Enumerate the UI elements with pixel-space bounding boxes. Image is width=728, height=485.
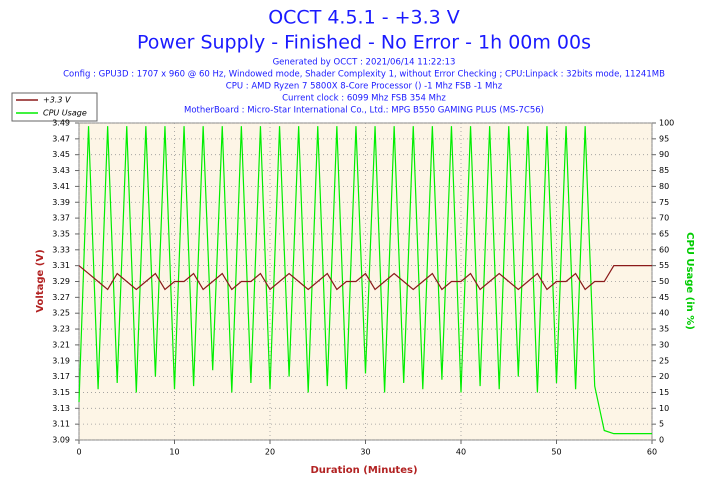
y-tick-label: 3.09 (52, 436, 70, 445)
y-tick-label: 3.13 (52, 404, 70, 413)
y-tick-label: 3.39 (52, 198, 70, 207)
y-tick-label: 3.33 (52, 245, 70, 254)
y2-tick-label: 0 (659, 436, 664, 445)
y-tick-label: 3.21 (52, 340, 70, 349)
info-line: CPU : AMD Ryzen 7 5800X 8-Core Processor… (226, 82, 503, 92)
x-axis-label: Duration (Minutes) (310, 465, 417, 476)
x-tick-label: 40 (456, 448, 466, 457)
y2-tick-label: 75 (659, 198, 669, 207)
y2-tick-label: 80 (659, 182, 669, 191)
legend-label: +3.3 V (43, 96, 71, 105)
info-line: Config : GPU3D : 1707 x 960 @ 60 Hz, Win… (63, 70, 665, 80)
y2-tick-label: 60 (659, 245, 669, 254)
legend-label: CPU Usage (43, 109, 87, 118)
y2-tick-label: 20 (659, 372, 669, 381)
info-line: Generated by OCCT : 2021/06/14 11:22:13 (273, 58, 456, 68)
y-tick-label: 3.35 (52, 229, 70, 238)
y2-tick-label: 5 (659, 420, 664, 429)
y2-tick-label: 10 (659, 404, 669, 413)
y2-tick-label: 30 (659, 340, 669, 349)
y2-tick-label: 35 (659, 325, 669, 334)
y2-tick-label: 85 (659, 166, 669, 175)
y-tick-label: 3.29 (52, 277, 70, 286)
y-tick-label: 3.17 (52, 372, 70, 381)
chart-title: OCCT 4.5.1 - +3.3 V (268, 7, 460, 29)
y2-tick-label: 50 (659, 277, 669, 286)
y2-tick-label: 25 (659, 356, 669, 365)
x-tick-label: 20 (265, 448, 275, 457)
x-tick-label: 10 (169, 448, 179, 457)
series-line (78, 265, 652, 291)
x-tick-label: 0 (76, 448, 81, 457)
y2-tick-label: 95 (659, 134, 669, 143)
y-tick-label: 3.15 (52, 388, 70, 397)
y2-tick-label: 90 (659, 150, 669, 159)
y-tick-label: 3.43 (52, 166, 70, 175)
y2-axis-label: CPU Usage (in %) (684, 232, 695, 330)
x-tick-label: 50 (551, 448, 561, 457)
info-line: MotherBoard : Micro-Star International C… (184, 106, 544, 116)
series-line (78, 126, 652, 435)
y-axis-label: Voltage (V) (35, 249, 46, 312)
y-tick-label: 3.27 (52, 293, 70, 302)
y-tick-label: 3.25 (52, 309, 70, 318)
info-line: Current clock : 6099 Mhz FSB 354 Mhz (282, 94, 446, 104)
y-tick-label: 3.31 (52, 261, 70, 270)
y-tick-label: 3.45 (52, 150, 70, 159)
y2-tick-label: 45 (659, 293, 669, 302)
y-tick-label: 3.47 (52, 134, 70, 143)
y2-tick-label: 70 (659, 214, 669, 223)
x-tick-label: 30 (360, 448, 370, 457)
y2-tick-label: 65 (659, 229, 669, 238)
y-tick-label: 3.37 (52, 214, 70, 223)
chart-subtitle: Power Supply - Finished - No Error - 1h … (137, 32, 591, 54)
y-tick-label: 3.23 (52, 325, 70, 334)
legend (11, 92, 98, 122)
y-tick-label: 3.49 (52, 119, 70, 128)
y-tick-label: 3.19 (52, 356, 70, 365)
x-tick-label: 60 (647, 448, 657, 457)
y-tick-label: 3.41 (52, 182, 70, 191)
y-tick-label: 3.11 (52, 420, 70, 429)
y2-tick-label: 55 (659, 261, 669, 270)
y2-tick-label: 15 (659, 388, 669, 397)
y2-tick-label: 100 (659, 119, 674, 128)
y2-tick-label: 40 (659, 309, 669, 318)
